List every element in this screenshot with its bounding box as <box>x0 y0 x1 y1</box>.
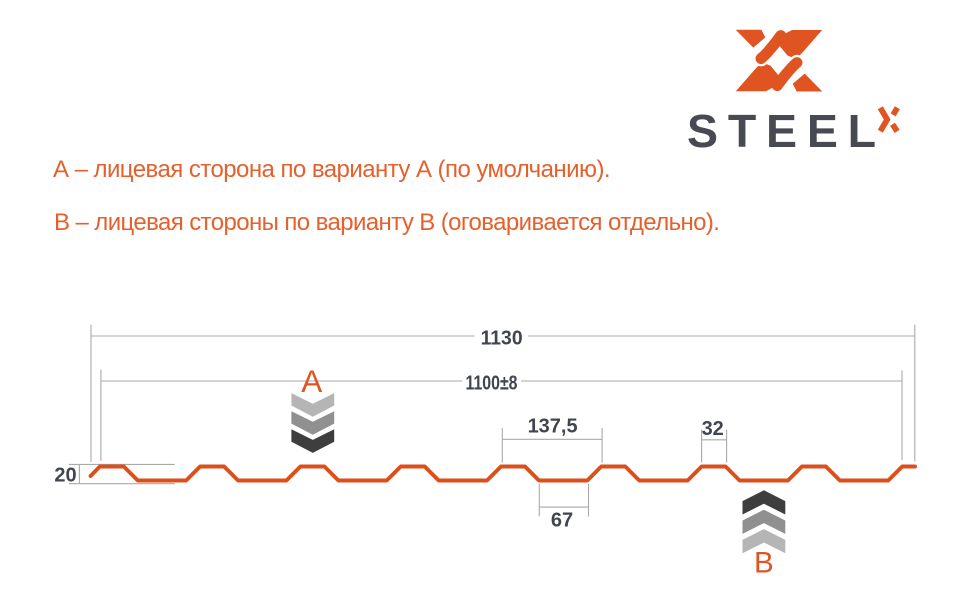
svg-text:32: 32 <box>702 418 724 440</box>
svg-text:В: В <box>754 547 774 580</box>
svg-text:STEEL: STEEL <box>687 105 886 157</box>
svg-text:67: 67 <box>551 509 573 531</box>
svg-text:А: А <box>301 363 322 399</box>
svg-text:137,5: 137,5 <box>528 416 578 438</box>
svg-text:1130: 1130 <box>481 328 523 350</box>
svg-text:20: 20 <box>54 465 76 487</box>
svg-text:1100±8: 1100±8 <box>466 372 518 394</box>
